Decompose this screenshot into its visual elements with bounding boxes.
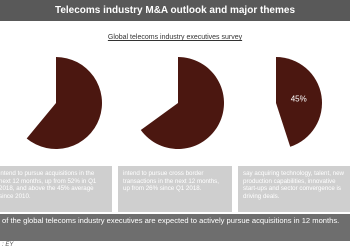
pie-label: 61%: [38, 98, 54, 107]
pie-row: 61% 65% 45%: [26, 57, 322, 149]
pie-slice: [276, 57, 322, 147]
source: : EY: [2, 242, 14, 248]
pie-label: 45%: [291, 95, 307, 104]
title-bar: Telecoms industry M&A outlook and major …: [0, 0, 350, 21]
subtitle: Global telecoms industry executives surv…: [107, 34, 243, 41]
note: say acquiring technology, talent, new pr…: [238, 166, 350, 212]
footer-text: of the global telecoms industry executiv…: [0, 214, 350, 241]
pie-slice: [140, 57, 225, 149]
note: intend to pursue acquisitions in the nex…: [0, 166, 112, 212]
pie-label: 65%: [160, 98, 176, 107]
note: intend to pursue cross border transactio…: [118, 166, 232, 212]
pie-slice: [26, 57, 103, 149]
